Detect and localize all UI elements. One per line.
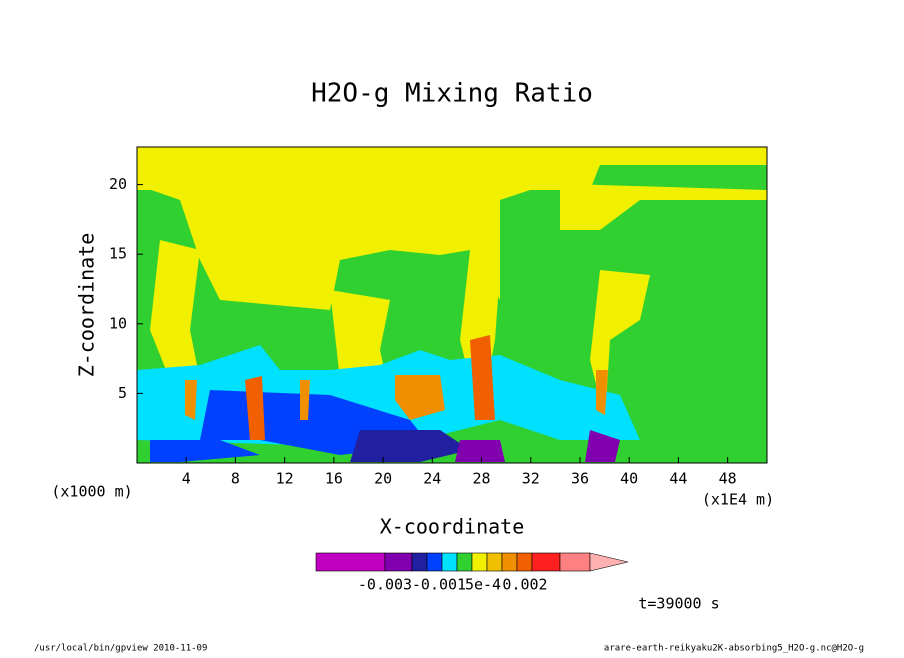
plot-frame: [136, 146, 768, 464]
colorbar-segment: [471, 552, 488, 572]
colorbar-segment: [426, 552, 443, 572]
x-tick-label: 12: [276, 470, 294, 488]
colorbar-segment: [315, 552, 386, 572]
footer-right: arare-earth-reikyaku2K-absorbing5_H2O-g.…: [604, 644, 864, 654]
x-tick-label: 24: [423, 470, 441, 488]
x-tick-label: 44: [669, 470, 687, 488]
colorbar-segment: [486, 552, 503, 572]
contour-field: [137, 147, 767, 463]
x-tick-label: 48: [719, 470, 737, 488]
colorbar-tick-label: -0.003: [358, 576, 412, 594]
footer-left: /usr/local/bin/gpview 2010-11-09: [34, 644, 207, 654]
colorbar-segment: [441, 552, 458, 572]
y-tick-label: 15: [109, 245, 127, 263]
colorbar-extension: [589, 552, 629, 572]
colorbar-segment: [384, 552, 413, 572]
colorbar-segment: [456, 552, 473, 572]
x-tick-label: 28: [473, 470, 491, 488]
x-tick-label: 4: [182, 470, 191, 488]
x-tick-label: 20: [374, 470, 392, 488]
colorbar-segment: [411, 552, 428, 572]
x-tick-label: 36: [571, 470, 589, 488]
y-tick-label: 5: [118, 384, 127, 402]
colorbar-tick-label: 0.002: [502, 576, 547, 594]
y-tick-label: 10: [109, 314, 127, 332]
chart-title: H2O-g Mixing Ratio: [311, 79, 593, 109]
colorbar-tick-label: -0.001: [412, 576, 466, 594]
colorbar-segment: [501, 552, 518, 572]
y-unit: (x1000 m): [51, 483, 132, 501]
colorbar-tick-label: 5e-4: [465, 576, 501, 594]
x-tick-label: 8: [231, 470, 240, 488]
time-label: t=39000 s: [638, 595, 719, 613]
x-tick-label: 16: [325, 470, 343, 488]
colorbar-segment: [516, 552, 533, 572]
x-axis-label: X-coordinate: [380, 515, 525, 539]
colorbar-segment: [531, 552, 561, 572]
y-tick-label: 20: [109, 175, 127, 193]
x-unit: (x1E4 m): [702, 491, 774, 509]
x-tick-label: 32: [522, 470, 540, 488]
colorbar-segment: [559, 552, 591, 572]
x-tick-label: 40: [620, 470, 638, 488]
y-axis-label: Z-coordinate: [75, 233, 99, 378]
